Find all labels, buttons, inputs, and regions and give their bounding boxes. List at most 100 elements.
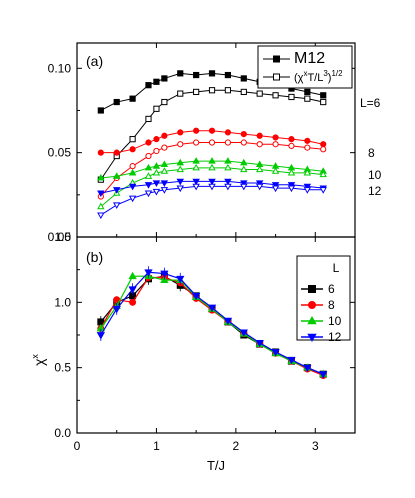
data-point-b-L12	[319, 371, 328, 379]
data-point-a-L6-chi	[129, 136, 136, 143]
data-point-a-L12-chi	[152, 188, 161, 196]
legend-label-a-1: M12	[294, 50, 325, 67]
data-point-a-L6-chi	[272, 92, 279, 99]
data-point-a-L12-M	[160, 180, 169, 188]
panel-a: 0.00 0.05 0.10 (a) M12 (χxT/L3)1/2 L=6 8 10 12	[48, 42, 382, 244]
series-line-a-L8-chi	[100, 142, 324, 197]
data-point-b-L12	[207, 304, 217, 313]
x-axis-label-b: T/J	[207, 458, 225, 473]
data-point-a-L6-chi	[161, 98, 168, 106]
data-point-a-L6-M	[208, 70, 216, 77]
data-point-a-L12-M	[144, 182, 153, 189]
data-point-a-L8-chi	[288, 142, 295, 150]
data-point-a-L12-M	[152, 180, 161, 188]
data-point-a-L6-M	[240, 75, 247, 82]
data-point-a-L10-chi	[192, 163, 200, 171]
y-tick-label-a: 0.10	[48, 61, 72, 75]
data-point-a-L6-chi	[145, 115, 152, 123]
data-point-b-L12	[191, 292, 201, 301]
data-point-a-L8-chi	[153, 147, 160, 155]
data-point-a-L12-M	[176, 178, 184, 186]
data-point-a-L10-chi	[152, 168, 161, 176]
y-tick-label-b: 0.5	[54, 361, 71, 375]
y-tick-label-b: 1.0	[54, 295, 71, 309]
data-point-a-L8-M	[129, 146, 136, 153]
legend-label-a-2: (χxT/L3)1/2	[294, 69, 343, 84]
data-point-b-L12	[112, 305, 121, 314]
data-point-a-L12-M	[303, 183, 312, 191]
series-line-a-L6-chi	[100, 89, 324, 180]
data-point-a-L8-chi	[224, 139, 232, 146]
data-point-a-L10-chi	[144, 172, 153, 179]
data-point-a-L12-chi	[192, 183, 200, 191]
data-point-a-L8-M	[193, 127, 200, 134]
data-point-b-L12	[255, 339, 264, 348]
data-point-a-L10-M	[176, 158, 184, 166]
data-point-a-L6-chi	[224, 87, 232, 94]
data-point-a-L12-M	[112, 187, 121, 194]
data-point-b-L12	[128, 286, 137, 294]
legend-label-b-8: 8	[328, 298, 335, 312]
legend-marker-b-10	[307, 315, 317, 325]
plot-frame-b	[76, 236, 356, 434]
legend-label-b-6: 6	[328, 282, 335, 296]
data-point-a-L12-M	[271, 182, 280, 189]
series-line-a-L12-M	[100, 180, 324, 194]
data-point-a-L10-chi	[271, 167, 280, 174]
data-point-a-L8-chi	[129, 163, 136, 170]
data-point-b-L12	[96, 332, 105, 340]
series-line-a-L8-M	[100, 130, 324, 154]
legend-a: M12 (χxT/L3)1/2	[257, 45, 353, 89]
data-point-a-L8-M	[177, 129, 184, 136]
x-tick-label-b: 3	[312, 439, 319, 453]
data-point-a-L10-chi	[303, 168, 312, 176]
legend-marker-b-12	[307, 333, 317, 343]
legend-box-b	[296, 255, 351, 341]
x-tick-label-b: 2	[233, 439, 240, 453]
x-tick-label-b: 0	[74, 439, 81, 453]
data-point-a-L12-M	[255, 180, 264, 188]
data-point-a-L6-chi	[153, 105, 160, 112]
data-point-a-L12-M	[240, 180, 248, 188]
data-point-a-L10-chi	[224, 163, 232, 171]
legend-label-b-12: 12	[328, 330, 342, 344]
legend-b: L 6 8 10 12	[296, 255, 351, 344]
legend-marker-a-2	[273, 73, 280, 81]
legend-marker-b-6	[308, 285, 316, 293]
data-point-a-L8-chi	[145, 152, 152, 160]
series-line-a-L12-chi	[100, 185, 324, 216]
data-point-a-L12-chi	[128, 195, 137, 203]
data-point-a-L10-chi	[319, 170, 327, 178]
data-point-a-L6-M	[177, 70, 184, 77]
data-point-a-L10-chi	[208, 163, 216, 171]
data-point-a-L8-chi	[304, 144, 311, 151]
y-tick-label-b: 0.0	[54, 426, 71, 440]
data-point-a-L8-chi	[193, 139, 200, 146]
panel-label-b: (b)	[86, 249, 103, 265]
data-point-a-L6-M	[113, 98, 120, 106]
L-label-a-12: 12	[368, 184, 382, 198]
y-tick-label-b: 1.5	[54, 230, 71, 244]
data-point-a-L10-M	[160, 160, 169, 168]
data-point-a-L6-chi	[304, 95, 311, 102]
data-point-a-L8-M	[272, 134, 279, 141]
data-point-a-L12-M	[224, 178, 232, 186]
data-point-b-L12	[144, 269, 153, 277]
data-point-a-L8-M	[256, 132, 263, 139]
data-point-a-L6-M	[304, 88, 311, 96]
data-point-a-L12-M	[208, 178, 216, 186]
data-point-b-L12	[160, 270, 169, 279]
data-point-a-L8-chi	[240, 139, 247, 146]
data-point-b-L12	[176, 275, 185, 284]
data-point-a-L12-M	[192, 178, 200, 186]
legend-title-b: L	[333, 261, 340, 275]
data-point-a-L12-chi	[224, 183, 232, 191]
data-point-a-L8-M	[224, 129, 232, 136]
data-point-a-L10-M	[128, 168, 137, 176]
data-point-a-L8-chi	[272, 141, 279, 148]
data-point-a-L12-M	[128, 183, 137, 191]
data-point-a-L10-M	[144, 163, 153, 171]
data-point-a-L6-chi	[208, 87, 216, 94]
